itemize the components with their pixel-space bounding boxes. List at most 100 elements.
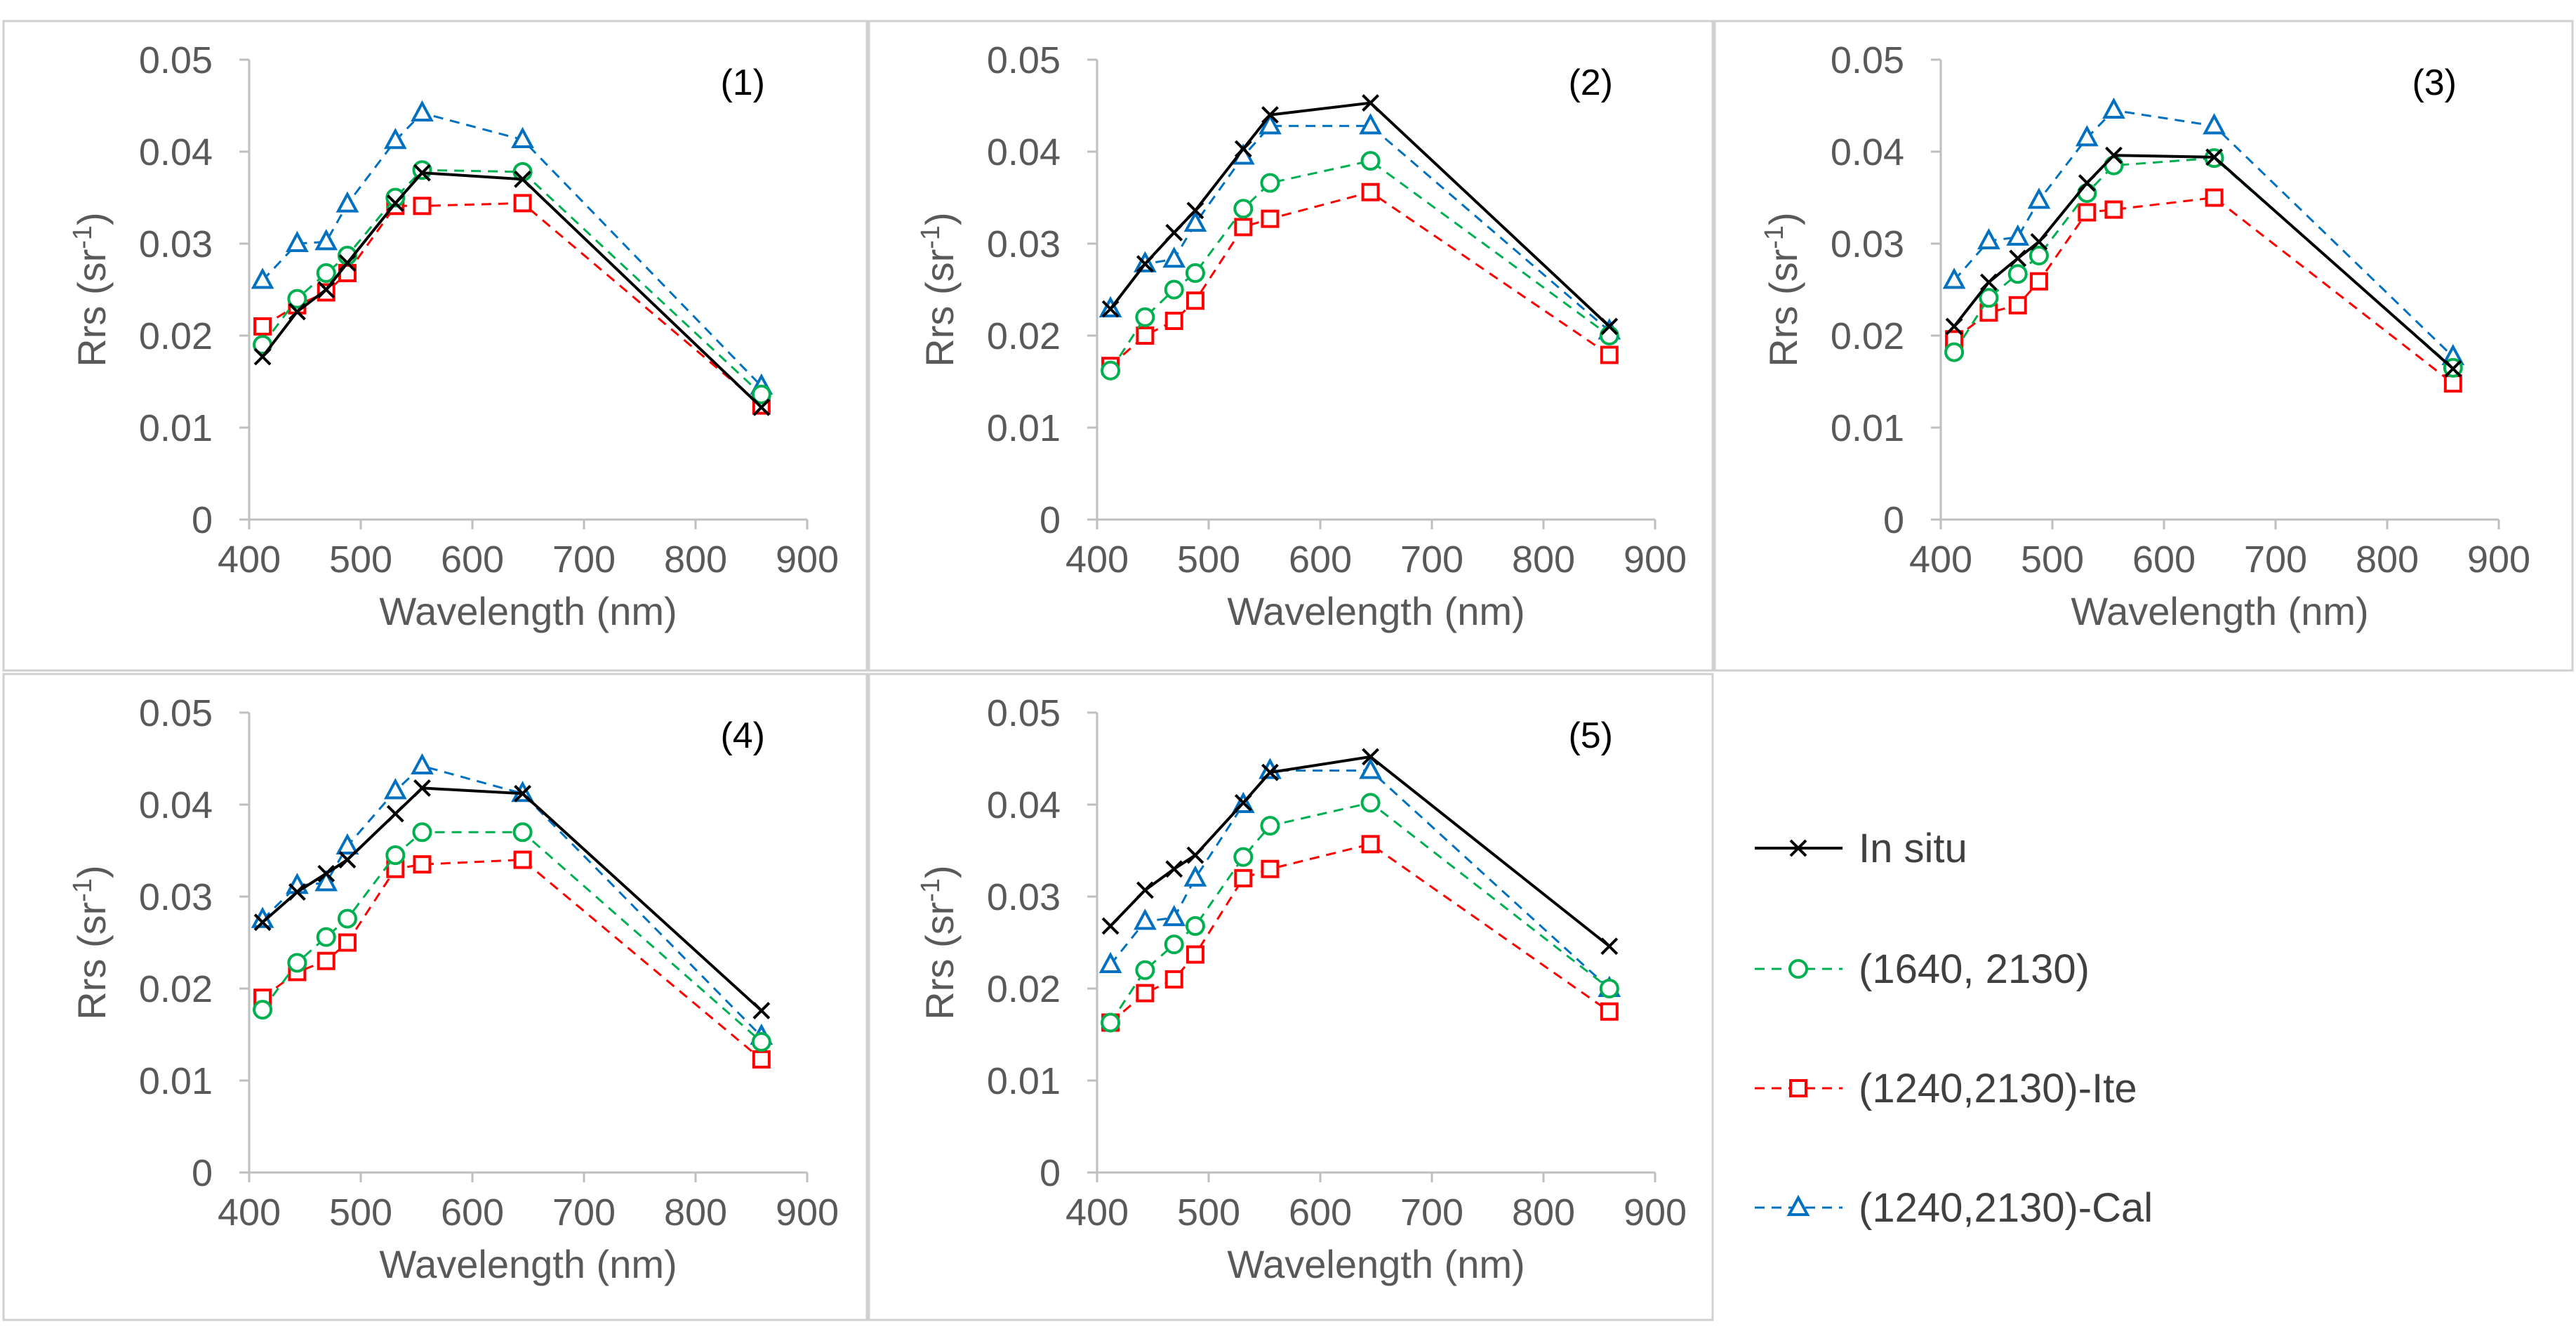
data-point: [1186, 291, 1204, 310]
series-line: [1109, 101, 1611, 328]
x-tick-label: 800: [1512, 539, 1575, 581]
data-point: [413, 855, 432, 874]
data-point: [1185, 263, 1205, 283]
data-point: [513, 194, 532, 213]
data-point: [1101, 360, 1121, 381]
legend-item: In situ: [1755, 826, 1967, 871]
data-point: [336, 833, 359, 854]
data-point: [253, 1000, 273, 1020]
series-1240-2130-cal: [1098, 758, 1621, 997]
series-line: [1953, 157, 2454, 369]
x-axis-title: Wavelength (nm): [2071, 589, 2368, 633]
y-tick-label: 0.04: [1831, 131, 1904, 173]
x-tick-label: 700: [552, 539, 616, 581]
series-line: [1953, 109, 2454, 358]
data-point: [1600, 345, 1619, 364]
data-point: [1359, 758, 1382, 779]
data-point: [1136, 984, 1155, 1003]
x-tick-label: 900: [1624, 1191, 1687, 1234]
y-axis-title-superscript: -1: [916, 225, 945, 249]
y-tick-label: 0: [1040, 1152, 1061, 1194]
data-point: [337, 909, 357, 929]
x-tick-label: 400: [1065, 539, 1129, 581]
series-in-situ: [253, 164, 771, 416]
data-point: [2444, 359, 2462, 378]
data-point: [1261, 763, 1279, 781]
data-point: [1233, 199, 1254, 219]
x-tick-label: 900: [1624, 539, 1687, 581]
series-in-situ: [1945, 146, 2462, 378]
data-point: [338, 933, 357, 952]
data-point: [1359, 113, 1382, 135]
x-tick-label: 700: [1400, 1191, 1463, 1234]
x-axis-title: Wavelength (nm): [1227, 1242, 1525, 1286]
data-point: [413, 197, 432, 216]
y-axis-title-end: ): [69, 865, 114, 878]
y-axis-title-superscript: -1: [1760, 225, 1789, 249]
data-point: [2030, 232, 2048, 251]
panel-label: (5): [1568, 715, 1613, 756]
data-point: [1186, 846, 1204, 864]
data-point: [286, 230, 309, 252]
y-tick-label: 0.04: [987, 131, 1061, 173]
data-point: [288, 303, 306, 321]
y-tick-label: 0.05: [987, 692, 1061, 734]
x-tick-label: 800: [2356, 539, 2419, 581]
panel-border: [2, 20, 868, 672]
y-tick-label: 0.02: [139, 968, 213, 1010]
data-point: [1361, 183, 1380, 202]
data-point: [1260, 173, 1280, 193]
panel-border: [2, 673, 868, 1321]
y-axis-title: Rrs (sr-1): [68, 212, 114, 366]
data-point: [1234, 218, 1253, 237]
data-point: [287, 289, 307, 309]
y-tick-label: 0.01: [987, 407, 1061, 449]
data-point: [317, 281, 336, 298]
data-point: [1979, 288, 1999, 308]
y-tick-label: 0: [1883, 499, 1904, 541]
series-in-situ: [1101, 94, 1619, 336]
y-axis-title: Rrs (sr-1): [916, 865, 962, 1019]
series-1240-2130-ite: [253, 850, 771, 1069]
y-axis-title-end: ): [1761, 212, 1805, 225]
data-point: [2027, 187, 2051, 209]
series-1240-2130-ite: [1945, 188, 2462, 393]
series-line: [1109, 124, 1610, 332]
chart-panels: 400 500 600 700 800 900 0 0.01 0.02 0.03 0.04 0.05 W…: [2, 20, 2574, 1321]
data-point: [1136, 326, 1155, 345]
y-tick-label: 0.01: [987, 1060, 1061, 1102]
y-tick-label: 0.02: [1831, 315, 1904, 357]
data-point: [1183, 210, 1207, 232]
y-tick-label: 0.05: [139, 692, 213, 734]
legend-label: (1240,2130)-Cal: [1859, 1185, 2153, 1231]
x-tick-label: 700: [1400, 539, 1463, 581]
series-line: [261, 831, 762, 1043]
series-1640-2130: [253, 160, 771, 404]
data-point: [386, 194, 404, 212]
data-point: [1101, 1012, 1121, 1033]
data-point: [1600, 317, 1619, 336]
data-point: [314, 229, 338, 251]
data-point: [751, 1031, 771, 1052]
data-point: [512, 822, 533, 843]
data-point: [1098, 951, 1122, 973]
x-tick-label: 500: [1177, 539, 1240, 581]
data-point: [1101, 917, 1120, 935]
legend-marker: [1786, 1194, 1810, 1216]
data-point: [1165, 860, 1183, 878]
data-point: [1186, 945, 1204, 964]
panel-label: (3): [2412, 62, 2457, 103]
x-tick-label: 800: [664, 539, 727, 581]
data-point: [2102, 97, 2125, 119]
y-tick-label: 0.02: [987, 968, 1061, 1010]
chart-panel-2: 400 500 600 700 800 900 0 0.01 0.02 0.03 0.04 0.05 W…: [868, 20, 1714, 672]
data-point: [1101, 300, 1120, 318]
data-point: [511, 126, 534, 148]
data-point: [385, 187, 406, 208]
data-point: [336, 191, 359, 213]
data-point: [383, 128, 407, 150]
x-tick-label: 600: [441, 539, 504, 581]
legend-item: (1240,2130)-Ite: [1755, 1066, 2137, 1111]
y-tick-label: 0.01: [139, 1060, 213, 1102]
series-line: [1109, 801, 1610, 1024]
